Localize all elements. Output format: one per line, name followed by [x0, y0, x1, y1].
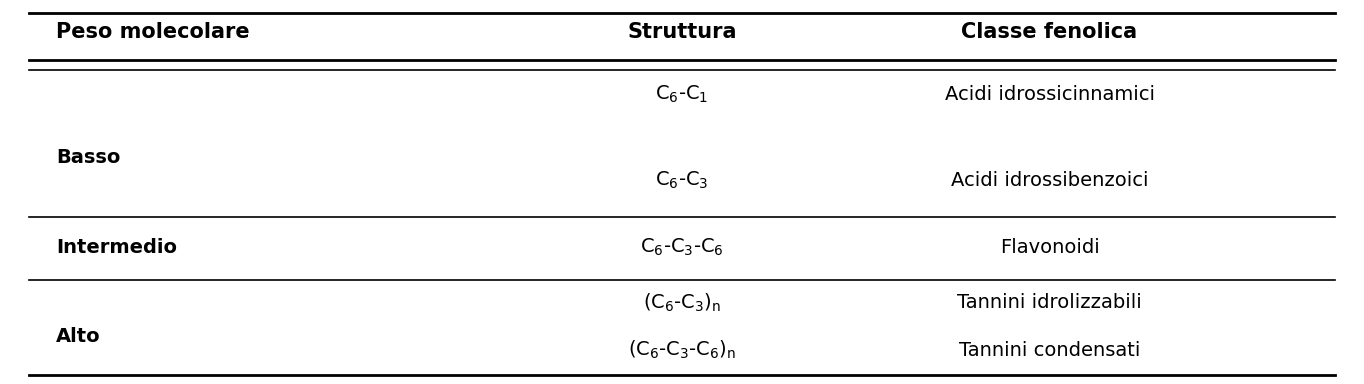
Text: Classe fenolica: Classe fenolica — [962, 22, 1138, 42]
Text: (C$_6$-C$_3$-C$_6$)$_\mathrm{n}$: (C$_6$-C$_3$-C$_6$)$_\mathrm{n}$ — [627, 339, 737, 361]
Text: Flavonoidi: Flavonoidi — [1000, 238, 1099, 257]
Text: Tannini condensati: Tannini condensati — [959, 341, 1140, 360]
Text: C$_6$-C$_1$: C$_6$-C$_1$ — [655, 84, 709, 106]
Text: Alto: Alto — [56, 328, 101, 346]
Text: C$_6$-C$_3$-C$_6$: C$_6$-C$_3$-C$_6$ — [640, 237, 724, 258]
Text: (C$_6$-C$_3$)$_\mathrm{n}$: (C$_6$-C$_3$)$_\mathrm{n}$ — [642, 291, 722, 314]
Text: Acidi idrossibenzoici: Acidi idrossibenzoici — [951, 171, 1148, 190]
Text: Tannini idrolizzabili: Tannini idrolizzabili — [958, 293, 1142, 312]
Text: Acidi idrossicinnamici: Acidi idrossicinnamici — [944, 85, 1154, 104]
Text: Peso molecolare: Peso molecolare — [56, 22, 250, 42]
Text: Struttura: Struttura — [627, 22, 737, 42]
Text: Intermedio: Intermedio — [56, 238, 177, 257]
Text: C$_6$-C$_3$: C$_6$-C$_3$ — [655, 170, 709, 191]
Text: Basso: Basso — [56, 148, 120, 167]
